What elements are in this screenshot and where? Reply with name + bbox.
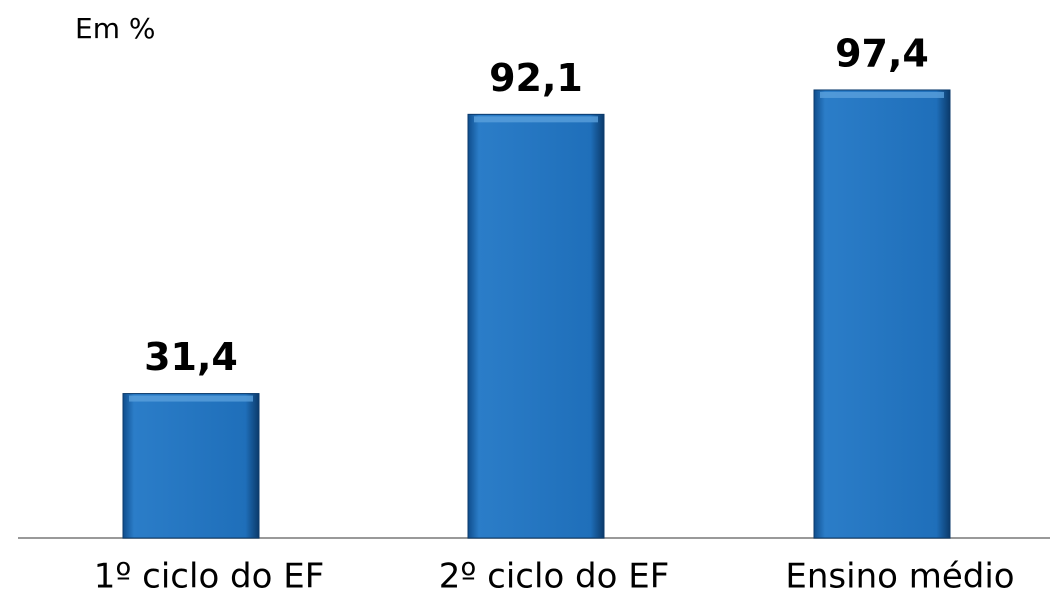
bar-highlight bbox=[820, 91, 944, 98]
value-label: 92,1 bbox=[489, 56, 583, 100]
value-label: 31,4 bbox=[144, 335, 238, 379]
axis-label: Em % bbox=[75, 12, 155, 45]
x-tick-label: Ensino médio bbox=[785, 557, 1014, 592]
bar bbox=[122, 393, 260, 539]
x-tick-label: 2º ciclo do EF bbox=[439, 557, 670, 592]
x-tick-label: 1º ciclo do EF bbox=[94, 557, 325, 592]
value-label: 97,4 bbox=[835, 31, 929, 75]
bar-highlight bbox=[129, 395, 253, 402]
bar-highlight bbox=[474, 116, 598, 123]
bar bbox=[467, 113, 605, 539]
bar bbox=[813, 89, 951, 539]
